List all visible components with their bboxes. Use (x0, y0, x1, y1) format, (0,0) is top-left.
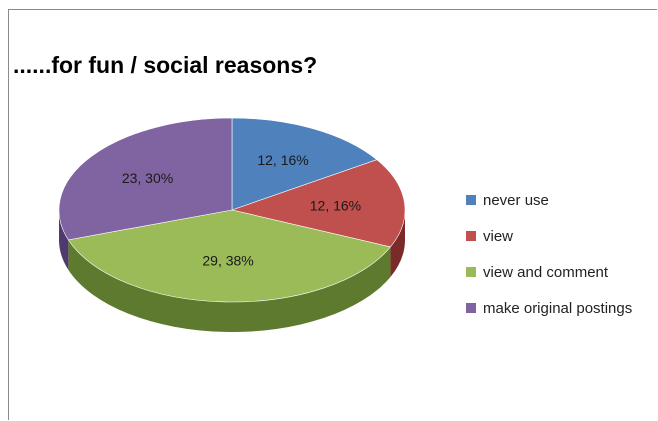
legend-swatch (466, 267, 476, 277)
legend-label: make original postings (483, 299, 633, 317)
legend-swatch (466, 303, 476, 313)
pie-slice-never-use (231, 117, 378, 211)
pie-slice-view-and-comment (67, 209, 391, 303)
data-label-never-use: 12, 16% (257, 152, 308, 168)
pie-slice-view (230, 159, 406, 248)
data-label-make-original-postings: 23, 30% (122, 170, 173, 186)
pie-side-make-original-postings (59, 210, 69, 270)
legend-label: never use (483, 191, 549, 209)
data-label-view: 12, 16% (310, 197, 361, 213)
legend-swatch (466, 231, 476, 241)
legend-item-view: view (466, 218, 656, 254)
legend-item-view-and-comment: view and comment (466, 254, 656, 290)
pie-side-view (390, 210, 405, 277)
legend-item-make-original-postings: make original postings (466, 290, 656, 326)
pie-side-view-and-comment (68, 239, 391, 333)
legend: never use view view and comment make ori… (466, 182, 656, 326)
pie-slice-make-original-postings (58, 117, 233, 241)
legend-swatch (466, 195, 476, 205)
data-label-view-and-comment: 29, 38% (202, 253, 253, 269)
legend-label: view and comment (483, 263, 609, 281)
legend-label: view (483, 227, 514, 245)
legend-item-never-use: never use (466, 182, 656, 218)
chart-title: ......for fun / social reasons? (13, 52, 318, 78)
